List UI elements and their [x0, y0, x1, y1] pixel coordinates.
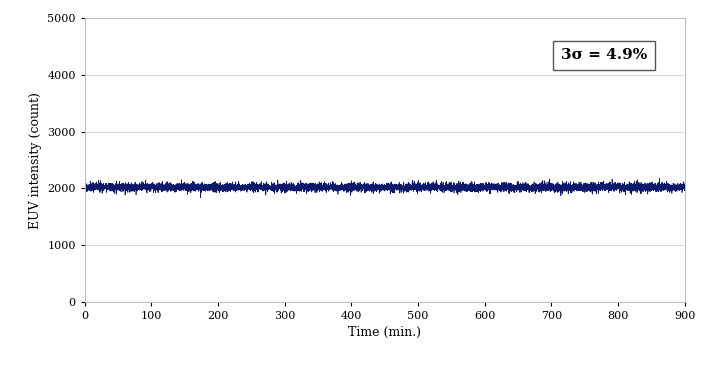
Text: 3σ = 4.9%: 3σ = 4.9%	[561, 48, 647, 62]
X-axis label: Time (min.): Time (min.)	[348, 326, 421, 339]
Y-axis label: EUV intensity (count): EUV intensity (count)	[29, 92, 42, 229]
